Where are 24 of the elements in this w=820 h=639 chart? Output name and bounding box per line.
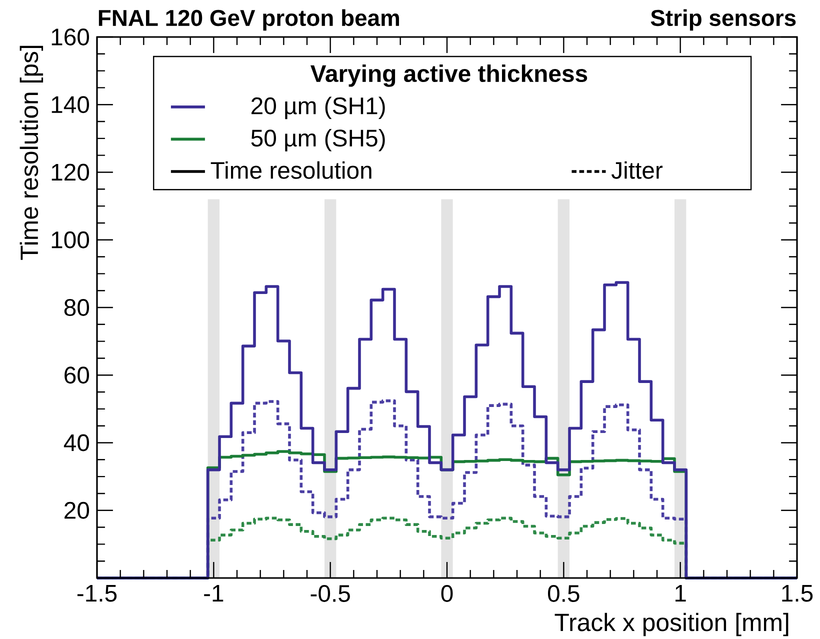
y-tick-label: 20 [64,502,90,519]
annotation: Time resolution [210,161,372,179]
y-tick-label: 120 [52,164,90,181]
x-tick-label: -1.5 [77,585,117,602]
annotation: Jitter [611,161,663,179]
y-tick-label: 100 [52,231,90,248]
y-tick-label: 60 [64,366,90,384]
legend-label: 20 µm (SH1) [252,96,385,120]
y-tick-label: 80 [64,299,90,316]
x-tick-label: -1 [204,585,224,602]
legend-label: 50 µm (SH5) [251,129,385,152]
chart-title: FNAL 120 GeV proton beam [98,9,399,31]
y-tick-label: 140 [52,96,90,114]
x-axis-title: Track x position [mm] [554,612,788,636]
chart-subtitle: Strip sensors [650,9,796,31]
x-tick-label: 1 [676,585,686,602]
x-tick-label: 0.5 [548,585,580,602]
x-tick-label: 0 [441,585,453,602]
legend-title: Varying active thickness [310,64,588,87]
y-tick-label: 40 [64,434,90,452]
x-tick-label: 1.5 [782,585,813,602]
y-axis-title: Time resolution [ps] [20,46,44,260]
x-tick-label: -0.5 [310,585,350,602]
y-tick-label: 160 [52,28,90,46]
